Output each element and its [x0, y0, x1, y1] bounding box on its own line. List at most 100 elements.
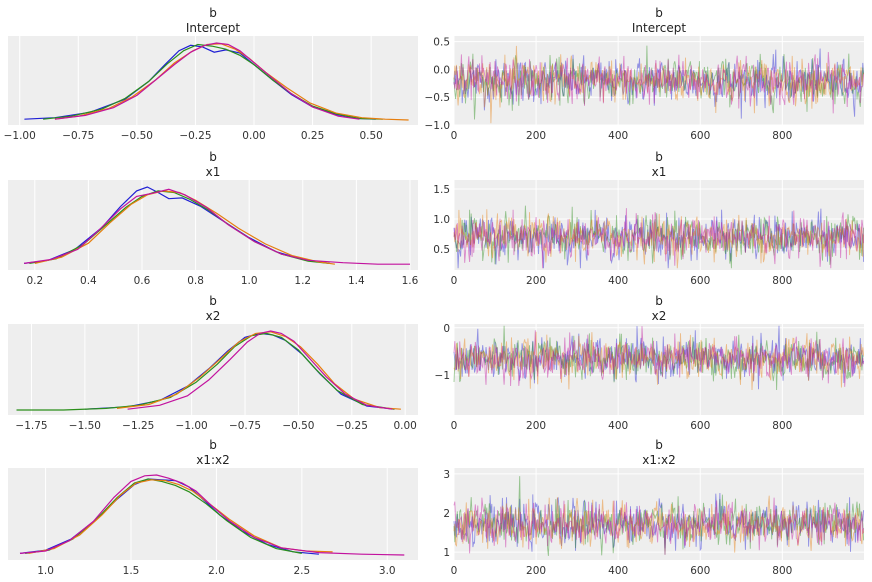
x-tick-label: −1.25: [122, 420, 154, 432]
trace-line-chain-4: [453, 51, 865, 114]
panel-title: b: [209, 6, 217, 20]
x-tick-label: −0.75: [62, 130, 94, 142]
trace-line-chain-2: [453, 45, 865, 120]
panel-subtitle: x1: [652, 165, 667, 179]
y-tick-label: 1: [443, 547, 450, 559]
trace-line-chain-3: [453, 45, 865, 124]
x-tick-label: 1.0: [37, 565, 54, 577]
plot-area: [454, 36, 864, 125]
density-line-chain-2: [25, 478, 302, 554]
x-tick-label: 0.50: [359, 130, 382, 142]
panel-subtitle: x2: [652, 309, 667, 323]
density-line-chain-1: [24, 186, 330, 264]
x-tick-label: 1.5: [123, 565, 140, 577]
x-tick-label: 1.2: [294, 275, 311, 287]
trace-panel-4: bx1:x2 0 200 400 600 800 1 2 3: [443, 438, 865, 577]
x-tick-label: 1.6: [402, 275, 419, 287]
x-tick-label: 200: [526, 130, 546, 142]
x-tick-label: 400: [608, 275, 628, 287]
panel-subtitle: Intercept: [186, 21, 241, 35]
panel-subtitle: Intercept: [632, 21, 687, 35]
trace-line-chain-2: [453, 476, 865, 556]
plot-area: [454, 324, 864, 415]
density-line-chain-4: [24, 188, 410, 265]
plot-area: [8, 324, 418, 415]
panel-title: b: [209, 150, 217, 164]
y-tick-label: 0.5: [433, 37, 450, 49]
y-tick-label: 0: [443, 323, 450, 335]
trace-line-chain-1: [453, 208, 865, 269]
x-tick-label: 600: [690, 420, 710, 432]
trace-line-chain-3: [453, 331, 865, 391]
panel-subtitle: x1: [206, 165, 221, 179]
trace-line-chain-3: [453, 495, 865, 553]
x-tick-label: −0.25: [179, 130, 211, 142]
panel-title: b: [655, 294, 663, 308]
x-tick-label: 0: [451, 420, 458, 432]
trace-panel-2: bx1 0 200 400 600 800 0.5 1.0 1.5: [433, 150, 865, 287]
x-tick-label: −1.00: [176, 420, 208, 432]
x-tick-label: 1.4: [348, 275, 365, 287]
x-tick-label: 0.6: [134, 275, 151, 287]
panel-title: b: [209, 294, 217, 308]
density-line-chain-3: [116, 331, 401, 410]
x-tick-label: 0.2: [26, 275, 43, 287]
x-tick-label: 600: [690, 565, 710, 577]
density-line-chain-4: [54, 42, 360, 120]
y-tick-label: 2: [443, 508, 450, 520]
x-tick-label: 0: [451, 275, 458, 287]
y-tick-label: 3: [443, 469, 450, 481]
x-tick-label: 0.25: [301, 130, 324, 142]
x-tick-label: 800: [772, 565, 792, 577]
trace-line-chain-1: [453, 492, 865, 552]
trace-line-chain-4: [453, 497, 865, 555]
density-line-chain-2: [16, 332, 395, 411]
x-tick-label: 600: [690, 130, 710, 142]
x-tick-label: 400: [608, 130, 628, 142]
density-panel-4: bx1:x2 1.0 1.5 2.0 2.5 3.0: [8, 438, 418, 577]
density-panel-3: bx2 −1.75 −1.50 −1.25 −1.00 −0.75 −0.50 −0.25 0.…: [8, 294, 418, 432]
x-tick-label: 2.0: [208, 565, 225, 577]
trace-line-chain-2: [453, 205, 865, 269]
x-tick-label: 0: [451, 565, 458, 577]
x-tick-label: 1.0: [241, 275, 258, 287]
x-tick-label: 800: [772, 130, 792, 142]
panel-title: b: [209, 438, 217, 452]
x-tick-label: 0.8: [187, 275, 204, 287]
density-line-chain-4: [19, 474, 405, 556]
plot-area: [8, 468, 418, 560]
panel-subtitle: x1:x2: [196, 453, 230, 467]
plot-area: [8, 36, 418, 125]
trace-panel-3: bx2 0 200 400 600 800 −1 0: [435, 294, 865, 432]
x-tick-label: 800: [772, 275, 792, 287]
panel-title: b: [655, 150, 663, 164]
x-tick-label: −0.50: [121, 130, 153, 142]
trace-line-chain-4: [453, 208, 865, 269]
x-tick-label: −0.75: [229, 420, 261, 432]
x-tick-label: 200: [526, 565, 546, 577]
panel-title: b: [655, 438, 663, 452]
panel-subtitle: x1:x2: [642, 453, 676, 467]
y-tick-label: 1.5: [433, 184, 450, 196]
x-tick-label: −0.25: [336, 420, 368, 432]
trace-line-chain-2: [453, 325, 864, 391]
x-tick-label: 0.00: [242, 130, 265, 142]
density-line-chain-3: [54, 43, 409, 121]
density-panel-2: bx1 0.2 0.4 0.6 0.8 1.0 1.2 1.4 1.6: [8, 150, 419, 287]
x-tick-label: 0.00: [393, 420, 416, 432]
x-tick-label: −0.50: [282, 420, 314, 432]
x-tick-label: −1.75: [15, 420, 47, 432]
x-tick-label: −1.50: [69, 420, 101, 432]
y-tick-label: 1.0: [433, 214, 450, 226]
x-tick-label: 400: [608, 420, 628, 432]
trace-line-chain-1: [453, 48, 865, 119]
x-tick-label: 400: [608, 565, 628, 577]
x-tick-label: 3.0: [379, 565, 396, 577]
trace-line-chain-4: [453, 326, 865, 387]
x-tick-label: −1.00: [4, 130, 36, 142]
x-tick-label: 800: [772, 420, 792, 432]
x-tick-label: 200: [526, 420, 546, 432]
